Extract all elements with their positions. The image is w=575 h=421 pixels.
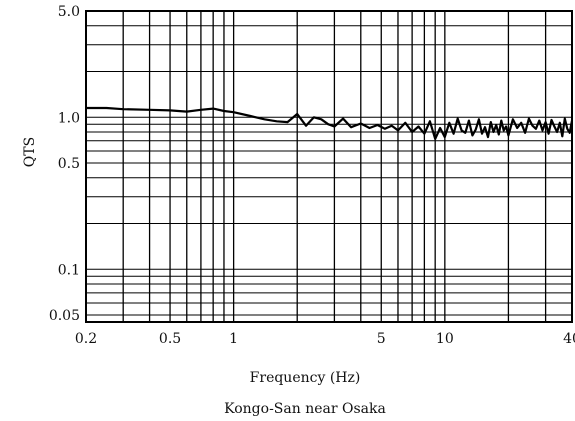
x-tick-label: 5: [377, 331, 386, 347]
x-tick-label: 10: [436, 331, 454, 347]
gridlines: [85, 10, 573, 322]
qts-series-line: [86, 106, 574, 140]
x-tick-label: 40: [563, 331, 575, 347]
x-axis-title: Frequency (Hz): [250, 370, 361, 386]
x-tick-label: 0.2: [75, 331, 97, 347]
y-tick-label: 5.0: [58, 4, 80, 20]
plot-frame: [85, 10, 573, 323]
y-tick-label: 0.05: [49, 308, 80, 324]
y-tick-label: 0.1: [58, 262, 80, 278]
x-tick-label: 0.5: [159, 331, 181, 347]
y-tick-label: 1.0: [58, 110, 80, 126]
series-layer: [86, 106, 574, 140]
y-axis-title: QTS: [22, 137, 38, 167]
x-tick-labels: 0.2 0.5 1 5 10 40: [75, 331, 575, 347]
y-tick-labels: 5.0 1.0 0.5 0.1 0.05: [49, 4, 80, 324]
y-tick-label: 0.5: [58, 156, 80, 172]
chart-caption: Kongo-San near Osaka: [224, 401, 386, 417]
x-tick-label: 1: [229, 331, 238, 347]
